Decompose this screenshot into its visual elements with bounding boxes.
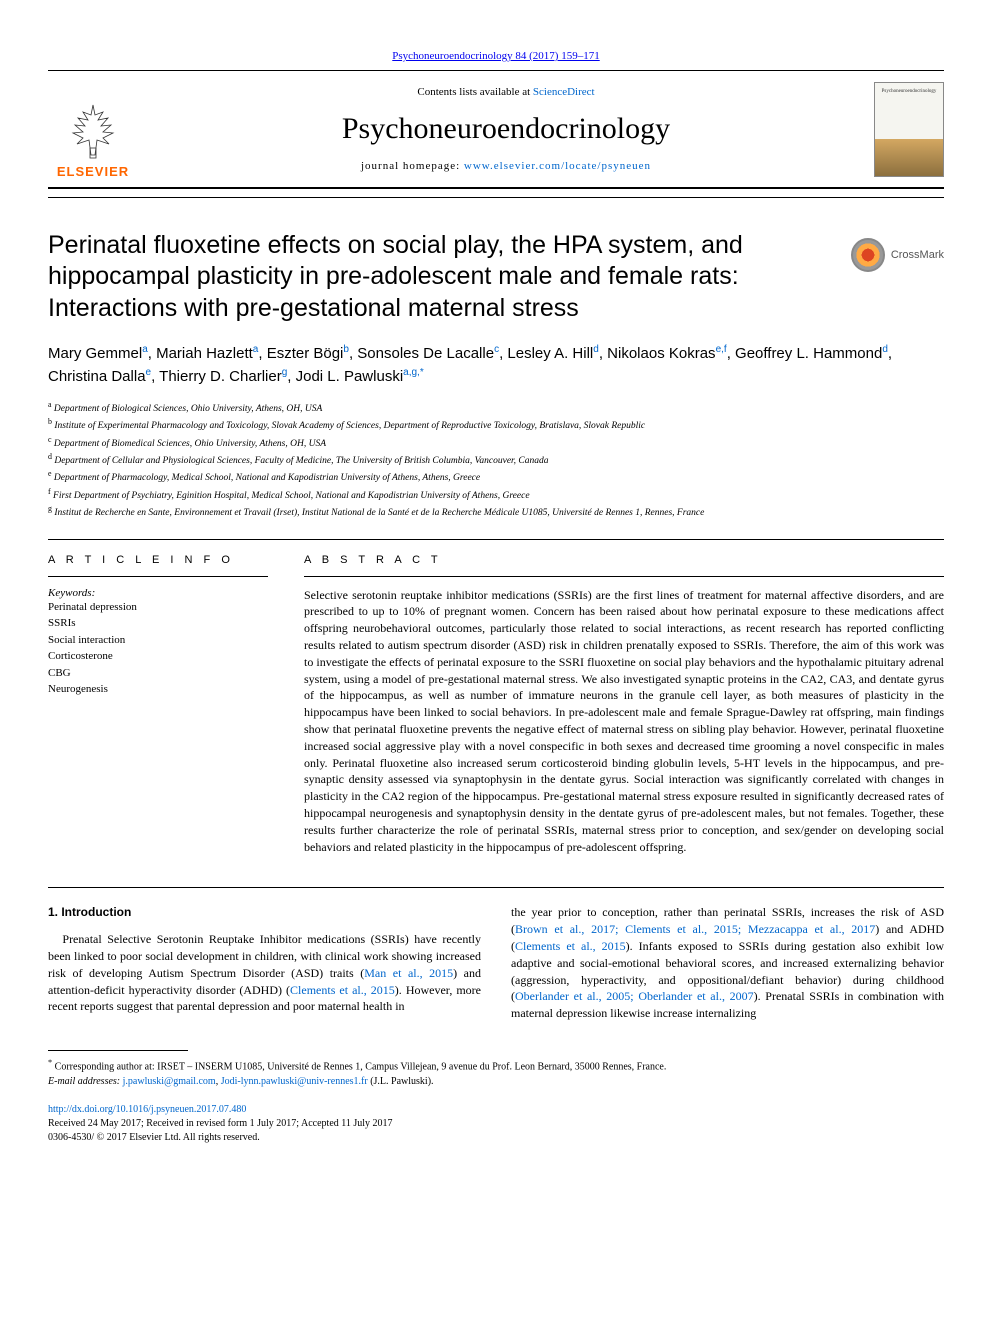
keywords-label: Keywords:: [48, 587, 268, 599]
citation-header: Psychoneuroendocrinology 84 (2017) 159–1…: [48, 50, 944, 62]
keyword-item: Neurogenesis: [48, 681, 268, 698]
crossmark-icon: [851, 238, 885, 272]
sciencedirect-link[interactable]: ScienceDirect: [533, 86, 595, 98]
cover-thumb-label: Psychoneuroendocrinology: [875, 83, 943, 94]
affiliation-e: e Department of Pharmacology, Medical Sc…: [48, 468, 944, 485]
masthead: ELSEVIER Contents lists available at Sci…: [48, 70, 944, 189]
body-col-left: 1. Introduction Prenatal Selective Serot…: [48, 904, 481, 1022]
journal-cover-thumbnail: Psychoneuroendocrinology: [874, 82, 944, 177]
affiliation-b: b Institute of Experimental Pharmacology…: [48, 416, 944, 433]
keyword-item: Perinatal depression: [48, 599, 268, 616]
corr-text: Corresponding author at: IRSET – INSERM …: [55, 1061, 667, 1072]
abstract-text: Selective serotonin reuptake inhibitor m…: [304, 587, 944, 856]
abstract-header: A B S T R A C T: [304, 540, 944, 577]
intro-paragraph-left: Prenatal Selective Serotonin Reuptake In…: [48, 931, 481, 1015]
body-two-column: 1. Introduction Prenatal Selective Serot…: [48, 887, 944, 1022]
homepage-prefix: journal homepage:: [361, 160, 464, 172]
elsevier-wordmark: ELSEVIER: [57, 164, 129, 179]
homepage-line: journal homepage: www.elsevier.com/locat…: [138, 160, 874, 172]
homepage-link[interactable]: www.elsevier.com/locate/psyneuen: [464, 160, 651, 172]
footnotes: * Corresponding author at: IRSET – INSER…: [48, 1057, 944, 1089]
crossmark-label: CrossMark: [891, 249, 944, 261]
author-list: Mary Gemmela, Mariah Hazletta, Eszter Bö…: [48, 342, 944, 389]
footnote-rule: [48, 1050, 188, 1051]
journal-name: Psychoneuroendocrinology: [138, 112, 874, 146]
keyword-item: CBG: [48, 665, 268, 682]
doi-link[interactable]: http://dx.doi.org/10.1016/j.psyneuen.201…: [48, 1104, 246, 1115]
intro-heading: 1. Introduction: [48, 904, 481, 921]
email-attribution: (J.L. Pawluski).: [370, 1076, 433, 1087]
affiliation-c: c Department of Biomedical Sciences, Ohi…: [48, 434, 944, 451]
elsevier-tree-icon: [63, 100, 123, 160]
received-line: Received 24 May 2017; Received in revise…: [48, 1118, 393, 1129]
corresponding-author-note: * Corresponding author at: IRSET – INSER…: [48, 1057, 944, 1074]
keyword-item: Social interaction: [48, 632, 268, 649]
email-link-1[interactable]: j.pawluski@gmail.com: [123, 1076, 216, 1087]
email-label: E-mail addresses:: [48, 1076, 120, 1087]
corr-marker: *: [48, 1058, 52, 1067]
keywords-list: Perinatal depressionSSRIsSocial interact…: [48, 599, 268, 698]
intro-paragraph-right: the year prior to conception, rather tha…: [511, 904, 944, 1022]
elsevier-logo: ELSEVIER: [48, 79, 138, 179]
body-col-right: the year prior to conception, rather tha…: [511, 904, 944, 1022]
citation-link[interactable]: Psychoneuroendocrinology 84 (2017) 159–1…: [392, 50, 599, 62]
article-title: Perinatal fluoxetine effects on social p…: [48, 230, 831, 324]
affiliation-g: g Institut de Recherche en Sante, Enviro…: [48, 503, 944, 520]
crossmark-badge[interactable]: CrossMark: [851, 238, 944, 272]
keyword-item: SSRIs: [48, 615, 268, 632]
contents-prefix: Contents lists available at: [417, 86, 532, 98]
abstract-column: A B S T R A C T Selective serotonin reup…: [304, 540, 944, 856]
affiliations-list: a Department of Biological Sciences, Ohi…: [48, 399, 944, 521]
issn-line: 0306-4530/ © 2017 Elsevier Ltd. All righ…: [48, 1132, 260, 1143]
affiliation-d: d Department of Cellular and Physiologic…: [48, 451, 944, 468]
doi-block: http://dx.doi.org/10.1016/j.psyneuen.201…: [48, 1103, 944, 1145]
masthead-rule: [48, 197, 944, 198]
affiliation-f: f First Department of Psychiatry, Eginit…: [48, 486, 944, 503]
contents-line: Contents lists available at ScienceDirec…: [138, 86, 874, 98]
article-info-header: A R T I C L E I N F O: [48, 540, 268, 577]
email-line: E-mail addresses: j.pawluski@gmail.com, …: [48, 1074, 944, 1089]
article-info-column: A R T I C L E I N F O Keywords: Perinata…: [48, 540, 268, 856]
email-link-2[interactable]: Jodi-lynn.pawluski@univ-rennes1.fr: [221, 1076, 368, 1087]
affiliation-a: a Department of Biological Sciences, Ohi…: [48, 399, 944, 416]
keyword-item: Corticosterone: [48, 648, 268, 665]
